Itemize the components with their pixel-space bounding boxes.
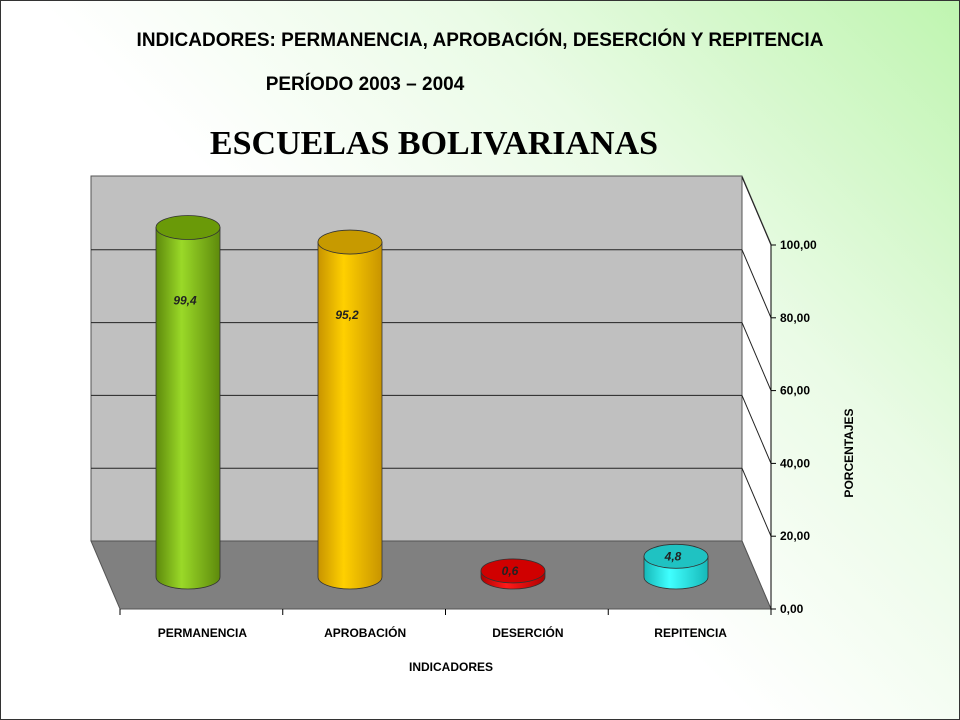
bar-body — [317, 241, 383, 590]
y-tick-label: 0,00 — [780, 602, 804, 616]
chart-side-wall — [741, 175, 772, 610]
y-axis-title: PORCENTAJES — [842, 408, 856, 497]
bar-repitencia: 4,8 — [643, 543, 709, 590]
bar-top — [643, 543, 709, 569]
x-tick-label: APROBACIÓN — [324, 625, 406, 640]
slide-subtitle: PERÍODO 2003 – 2004 — [265, 74, 465, 95]
gridline-side — [741, 395, 772, 464]
gridline-side — [741, 176, 772, 246]
bar-aprobación: 95,2 — [317, 229, 383, 590]
x-axis: PERMANENCIA APROBACIÓN DESERCIÓN REPITENCIA — [119, 609, 772, 640]
x-tick-label: PERMANENCIA — [158, 626, 248, 640]
bar-permanencia: 99,4 — [155, 215, 221, 590]
y-tick-label: 60,00 — [780, 384, 810, 398]
slide-title: INDICADORES: PERMANENCIA, APROBACIÓN, DE… — [136, 30, 824, 51]
bar-top — [155, 215, 221, 240]
x-tick-label: DESERCIÓN — [492, 625, 563, 640]
gridline-side — [741, 322, 772, 391]
data-label: 4,8 — [664, 549, 682, 563]
y-tick-label: 20,00 — [780, 529, 810, 543]
data-label: 95,2 — [335, 308, 359, 322]
bar-deserción: 0,6 — [480, 558, 546, 590]
bar-top — [480, 558, 546, 584]
y-tick-label: 80,00 — [780, 311, 810, 325]
bar-body — [155, 227, 221, 590]
data-label: 0,6 — [502, 564, 519, 578]
y-tick-label: 100,00 — [780, 238, 817, 252]
bars: 99,4 95,2 0,6 4,8 — [155, 215, 709, 590]
x-axis-title: INDICADORES — [409, 660, 493, 674]
data-label: 99,4 — [173, 293, 197, 307]
y-tick-label: 40,00 — [780, 456, 810, 470]
y-axis: 0,00 20,00 40,00 60,00 80,00 100,00 — [770, 238, 817, 616]
gridline-side — [741, 249, 772, 318]
chart-heading: ESCUELAS BOLIVARIANAS — [209, 125, 659, 162]
x-tick-label: REPITENCIA — [654, 626, 727, 640]
bar-top — [317, 229, 383, 255]
gridline-side — [741, 468, 772, 537]
